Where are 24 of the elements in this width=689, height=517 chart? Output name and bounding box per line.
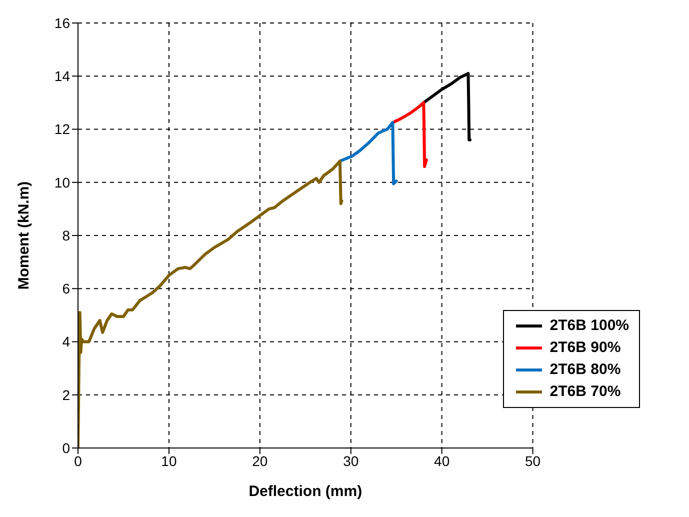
x-tick-label: 20 bbox=[252, 452, 268, 469]
y-tick-label: 6 bbox=[62, 280, 70, 297]
y-tick-label: 2 bbox=[62, 386, 70, 403]
line-series bbox=[338, 121, 398, 186]
y-axis-title: Moment (kN.m) bbox=[15, 181, 32, 290]
x-tick-label: 30 bbox=[343, 452, 359, 469]
y-tick-label: 14 bbox=[54, 68, 70, 84]
legend-label: 2T6B 80% bbox=[550, 360, 621, 380]
y-tick-label: 0 bbox=[62, 440, 70, 456]
legend-label: 2T6B 90% bbox=[550, 338, 621, 358]
y-tick-label: 16 bbox=[54, 14, 70, 31]
x-axis-title: Deflection (mm) bbox=[248, 483, 362, 500]
line-series bbox=[78, 160, 344, 448]
y-tick-label: 12 bbox=[54, 121, 70, 138]
legend-label: 2T6B 70% bbox=[550, 382, 621, 402]
x-tick-label: 40 bbox=[434, 452, 450, 469]
y-tick-label: 4 bbox=[62, 334, 70, 350]
x-tick-label: 10 bbox=[161, 452, 177, 469]
y-tick-label: 8 bbox=[62, 227, 70, 244]
x-tick-label: 0 bbox=[74, 452, 82, 469]
y-tick-label: 10 bbox=[54, 174, 70, 190]
line-series bbox=[391, 101, 428, 168]
x-tick-label: 50 bbox=[524, 452, 541, 469]
legend-label: 2T6B 100% bbox=[550, 316, 629, 336]
